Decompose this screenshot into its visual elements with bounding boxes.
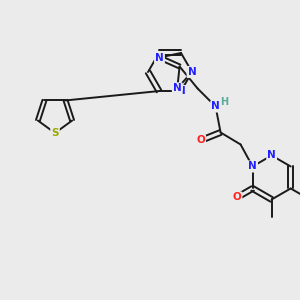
Text: N: N: [267, 151, 276, 160]
Text: N: N: [248, 161, 257, 172]
Text: O: O: [196, 136, 205, 146]
Text: S: S: [51, 128, 59, 138]
Text: N: N: [155, 52, 164, 62]
Text: H: H: [220, 98, 229, 107]
Text: N: N: [173, 83, 182, 93]
Text: O: O: [232, 193, 242, 202]
Text: N: N: [211, 101, 220, 112]
Text: N: N: [188, 67, 196, 77]
Text: N: N: [177, 86, 185, 96]
